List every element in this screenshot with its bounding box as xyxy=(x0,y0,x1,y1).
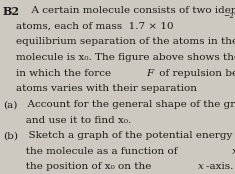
Text: the molecule as a function of: the molecule as a function of xyxy=(3,147,180,156)
Text: the position of x₀ on the: the position of x₀ on the xyxy=(3,162,154,171)
Text: F: F xyxy=(147,69,154,78)
Text: Sketch a graph of the potential energy: Sketch a graph of the potential energy xyxy=(22,131,235,140)
Text: and use it to find x₀.: and use it to find x₀. xyxy=(3,116,131,125)
Text: x: x xyxy=(199,162,204,171)
Text: of repulsion between the: of repulsion between the xyxy=(156,69,235,78)
Text: B2: B2 xyxy=(3,6,20,17)
Text: in which the force: in which the force xyxy=(3,69,114,78)
Text: (a): (a) xyxy=(3,100,17,109)
Text: x: x xyxy=(232,147,235,156)
Text: molecule is x₀. The figure above shows the way: molecule is x₀. The figure above shows t… xyxy=(3,53,235,62)
Text: (b): (b) xyxy=(3,131,18,140)
Text: atoms, each of mass  1.7 × 10: atoms, each of mass 1.7 × 10 xyxy=(3,22,173,31)
Text: −27: −27 xyxy=(223,12,235,20)
Text: Account for the general shape of the graph: Account for the general shape of the gra… xyxy=(21,100,235,109)
Text: equilibrium separation of the atoms in the: equilibrium separation of the atoms in t… xyxy=(3,37,235,46)
Text: -axis.  How is: -axis. How is xyxy=(206,162,235,171)
Text: A certain molecule consists of two identical: A certain molecule consists of two ident… xyxy=(25,6,235,15)
Text: atoms varies with their separation: atoms varies with their separation xyxy=(3,84,200,93)
